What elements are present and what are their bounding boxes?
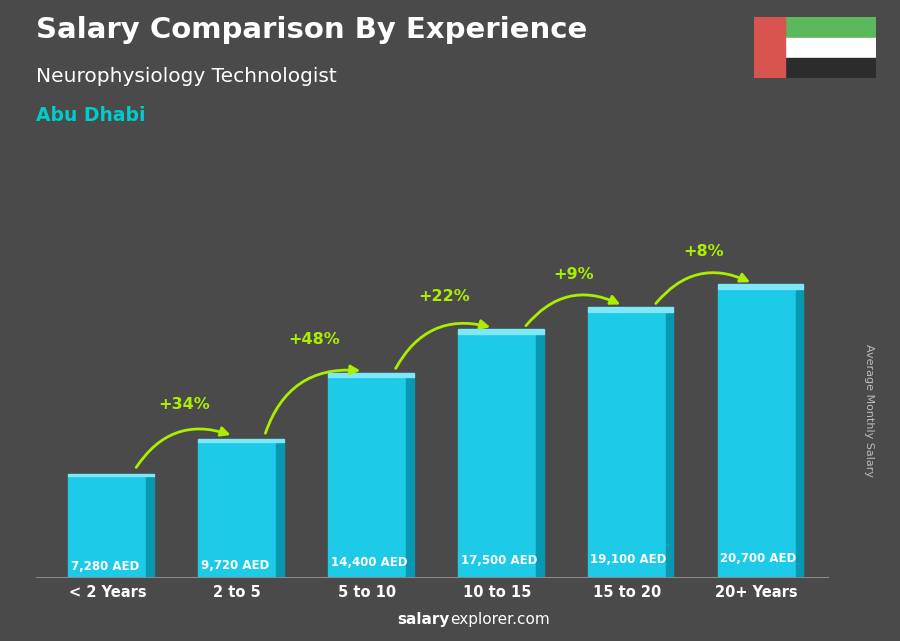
Text: 19,100 AED: 19,100 AED	[590, 553, 667, 566]
Text: +34%: +34%	[158, 397, 210, 412]
Text: +9%: +9%	[554, 267, 594, 281]
Bar	[406, 377, 414, 577]
Bar	[785, 38, 876, 58]
Text: +48%: +48%	[288, 332, 339, 347]
Bar	[785, 58, 876, 78]
Text: explorer.com: explorer.com	[450, 612, 550, 627]
Bar	[68, 476, 147, 577]
Bar	[328, 373, 414, 377]
Bar	[276, 442, 284, 577]
Text: 9,720 AED: 9,720 AED	[201, 558, 269, 572]
Text: 17,500 AED: 17,500 AED	[461, 554, 537, 567]
Text: +8%: +8%	[683, 244, 724, 260]
Text: Average Monthly Salary: Average Monthly Salary	[863, 344, 874, 477]
Text: +22%: +22%	[418, 289, 470, 304]
Bar	[796, 290, 804, 577]
Bar	[198, 440, 284, 442]
Bar	[328, 377, 406, 577]
Bar	[717, 284, 804, 290]
Bar	[458, 334, 536, 577]
Bar	[198, 442, 276, 577]
Bar	[536, 334, 544, 577]
Text: salary: salary	[398, 612, 450, 627]
Text: 14,400 AED: 14,400 AED	[330, 556, 407, 569]
Text: 7,280 AED: 7,280 AED	[71, 560, 140, 573]
Bar	[754, 17, 785, 78]
Bar	[588, 312, 666, 577]
Text: Salary Comparison By Experience: Salary Comparison By Experience	[36, 16, 587, 44]
Bar	[147, 476, 154, 577]
Text: Neurophysiology Technologist: Neurophysiology Technologist	[36, 67, 337, 87]
Text: 20,700 AED: 20,700 AED	[720, 553, 796, 565]
Bar	[666, 312, 673, 577]
Text: Abu Dhabi: Abu Dhabi	[36, 106, 146, 125]
Bar	[458, 329, 544, 334]
Bar	[717, 290, 796, 577]
Bar	[785, 17, 876, 38]
Bar	[68, 474, 154, 476]
Bar	[588, 307, 673, 312]
